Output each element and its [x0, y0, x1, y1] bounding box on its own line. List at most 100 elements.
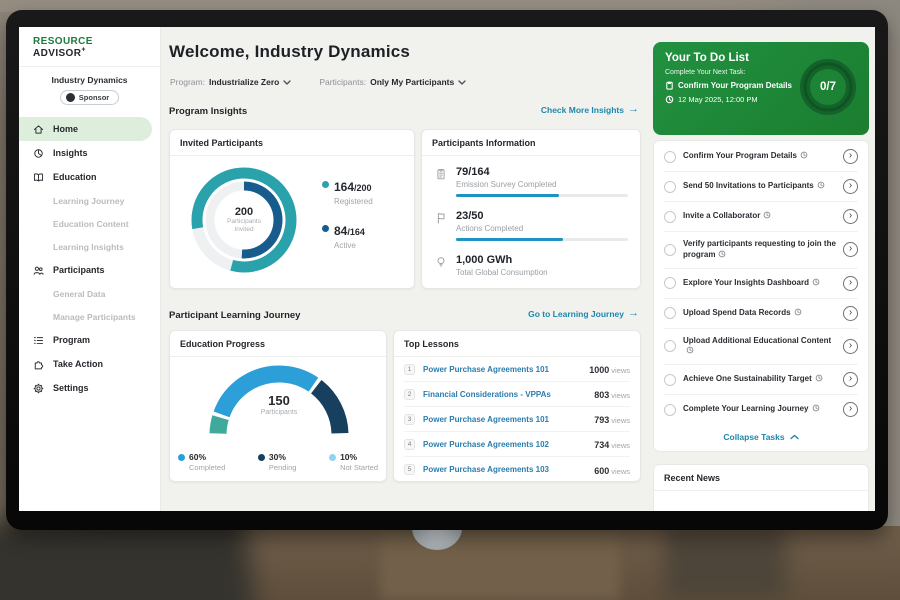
task-row[interactable]: Achieve One Sustainability Target › [664, 365, 858, 395]
clock-icon [800, 151, 808, 159]
sponsor-icon [66, 93, 75, 102]
task-row[interactable]: Invite a Collaborator › [664, 202, 858, 232]
survey-icon [434, 167, 448, 181]
gauge-center-label: 150 Participants [204, 393, 354, 416]
logo-text-secondary: ADVISOR+ [33, 48, 86, 59]
sidebar-item-home[interactable]: Home [19, 117, 152, 141]
invited-donut-chart: 200 ParticipantsInvited [184, 160, 304, 280]
task-open-button[interactable]: › [843, 339, 858, 354]
task-open-button[interactable]: › [843, 402, 858, 417]
completed-dot-icon [178, 454, 185, 461]
top-lessons-card: Top Lessons 1 Power Purchase Agreements … [393, 330, 641, 482]
task-open-button[interactable]: › [843, 149, 858, 164]
lesson-row[interactable]: 3 Power Purchase Agreements 101 793views [404, 407, 630, 432]
recent-news-title: Recent News [654, 465, 868, 491]
chevron-down-icon [458, 80, 466, 85]
sidebar-item-participants[interactable]: Participants [19, 258, 160, 282]
task-row[interactable]: Confirm Your Program Details › [664, 142, 858, 172]
check-more-insights-link[interactable]: Check More Insights → [541, 104, 639, 115]
top-lessons-title: Top Lessons [394, 331, 640, 357]
sidebar-item-education-content[interactable]: Education Content [19, 212, 160, 235]
sidebar-item-learning-insights[interactable]: Learning Insights [19, 235, 160, 258]
org-name: Industry Dynamics [19, 75, 160, 85]
participants-information-title: Participants Information [422, 130, 640, 156]
arrow-right-icon: → [628, 104, 639, 115]
task-open-button[interactable]: › [843, 179, 858, 194]
program-filter-value: Industrialize Zero [209, 77, 279, 87]
task-checkbox[interactable] [664, 340, 676, 352]
clock-icon [812, 404, 820, 412]
task-open-button[interactable]: › [843, 209, 858, 224]
emission-survey-progressbar [456, 194, 628, 197]
task-row[interactable]: Upload Additional Educational Content › [664, 329, 858, 366]
global-consumption-stat: 1,000 GWh Total Global Consumption [434, 254, 628, 277]
scene: RESOURCE ADVISOR+ Industry Dynamics Spon… [0, 0, 900, 600]
task-row[interactable]: Explore Your Insights Dashboard › [664, 269, 858, 299]
sponsor-badge[interactable]: Sponsor [60, 90, 119, 105]
sidebar-item-learning-journey[interactable]: Learning Journey [19, 189, 160, 212]
clock-icon [718, 250, 726, 258]
lesson-row[interactable]: 2 Financial Considerations - VPPAs 803vi… [404, 382, 630, 407]
education-legend: 60% Completed 30% Pending 10% Not Starte… [178, 452, 378, 472]
sidebar-item-settings[interactable]: Settings [19, 376, 160, 400]
sidebar: RESOURCE ADVISOR+ Industry Dynamics Spon… [19, 27, 161, 511]
sidebar-item-take-action[interactable]: Take Action [19, 352, 160, 376]
list-icon [32, 334, 45, 347]
task-checkbox[interactable] [664, 244, 676, 256]
program-filter-dropdown[interactable]: Program: Industrialize Zero [170, 77, 291, 87]
task-open-button[interactable]: › [843, 372, 858, 387]
page-title: Welcome, Industry Dynamics [169, 42, 410, 62]
lesson-row[interactable]: 4 Power Purchase Agreements 102 734views [404, 432, 630, 457]
monitor-bezel: RESOURCE ADVISOR+ Industry Dynamics Spon… [6, 10, 888, 530]
sidebar-item-program[interactable]: Program [19, 328, 160, 352]
task-checkbox[interactable] [664, 374, 676, 386]
clock-icon [794, 308, 802, 316]
lesson-row[interactable]: 5 Power Purchase Agreements 103 600views [404, 457, 630, 482]
task-checkbox[interactable] [664, 307, 676, 319]
task-checkbox[interactable] [664, 211, 676, 223]
logo-text-primary: RESOURCE [33, 36, 93, 47]
task-checkbox[interactable] [664, 277, 676, 289]
sidebar-item-education[interactable]: Education [19, 165, 160, 189]
task-row[interactable]: Complete Your Learning Journey › [664, 395, 858, 424]
actions-icon [434, 211, 448, 225]
sidebar-item-manage-participants[interactable]: Manage Participants [19, 305, 160, 328]
program-filter-label: Program: [170, 77, 205, 87]
task-row[interactable]: Send 50 Invitations to Participants › [664, 172, 858, 202]
program-insights-heading: Program Insights [169, 106, 247, 117]
task-row[interactable]: Verify participants requesting to join t… [664, 232, 858, 269]
emission-survey-stat: 79/164 Emission Survey Completed [434, 166, 628, 197]
chevron-up-icon [790, 434, 799, 440]
task-open-button[interactable]: › [843, 276, 858, 291]
task-checkbox[interactable] [664, 181, 676, 193]
participants-filter-label: Participants: [319, 77, 366, 87]
people-icon [32, 264, 45, 277]
task-open-button[interactable]: › [843, 242, 858, 257]
participants-filter-value: Only My Participants [370, 77, 454, 87]
legend-registered: 164/200 Registered [322, 178, 373, 206]
donut-center-label: 200 ParticipantsInvited [184, 160, 304, 280]
app-logo: RESOURCE ADVISOR+ [19, 27, 160, 67]
sponsor-badge-label: Sponsor [79, 93, 109, 102]
background-shadow-right [665, 528, 785, 600]
task-checkbox[interactable] [664, 151, 676, 163]
task-open-button[interactable]: › [843, 306, 858, 321]
invited-participants-card: Invited Participants 200 ParticipantsInv… [169, 129, 415, 289]
invited-participants-title: Invited Participants [170, 130, 414, 156]
sidebar-item-insights[interactable]: Insights [19, 141, 160, 165]
book-icon [32, 171, 45, 184]
go-to-learning-journey-link[interactable]: Go to Learning Journey → [528, 308, 639, 319]
legend-completed: 60% Completed [178, 452, 225, 472]
chevron-down-icon [283, 80, 291, 85]
sidebar-item-general-data[interactable]: General Data [19, 282, 160, 305]
participants-filter-dropdown[interactable]: Participants: Only My Participants [319, 77, 466, 87]
filter-bar: Program: Industrialize Zero Participants… [170, 77, 466, 87]
todo-tasks-card: Confirm Your Program Details › Send 50 I… [653, 140, 869, 452]
dashboard-screen: RESOURCE ADVISOR+ Industry Dynamics Spon… [19, 27, 875, 511]
collapse-tasks-link[interactable]: Collapse Tasks [664, 424, 858, 451]
task-checkbox[interactable] [664, 404, 676, 416]
task-row[interactable]: Upload Spend Data Records › [664, 299, 858, 329]
registered-dot-icon [322, 181, 329, 188]
actions-completed-stat: 23/50 Actions Completed [434, 210, 628, 241]
lesson-row[interactable]: 1 Power Purchase Agreements 101 1000view… [404, 357, 630, 382]
